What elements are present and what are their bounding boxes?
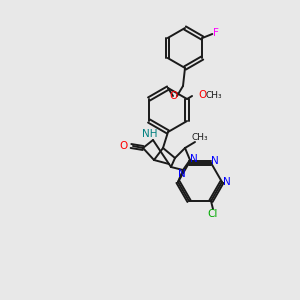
- Text: O: O: [198, 90, 206, 100]
- Text: N: N: [223, 177, 231, 187]
- Text: O: O: [169, 91, 177, 101]
- Text: Cl: Cl: [208, 209, 218, 219]
- Text: NH: NH: [142, 129, 158, 139]
- Text: N: N: [211, 156, 219, 166]
- Text: CH₃: CH₃: [192, 134, 208, 142]
- Text: N: N: [190, 154, 198, 164]
- Text: N: N: [178, 169, 186, 179]
- Text: O: O: [120, 141, 128, 151]
- Text: F: F: [213, 28, 219, 38]
- Text: CH₃: CH₃: [205, 91, 222, 100]
